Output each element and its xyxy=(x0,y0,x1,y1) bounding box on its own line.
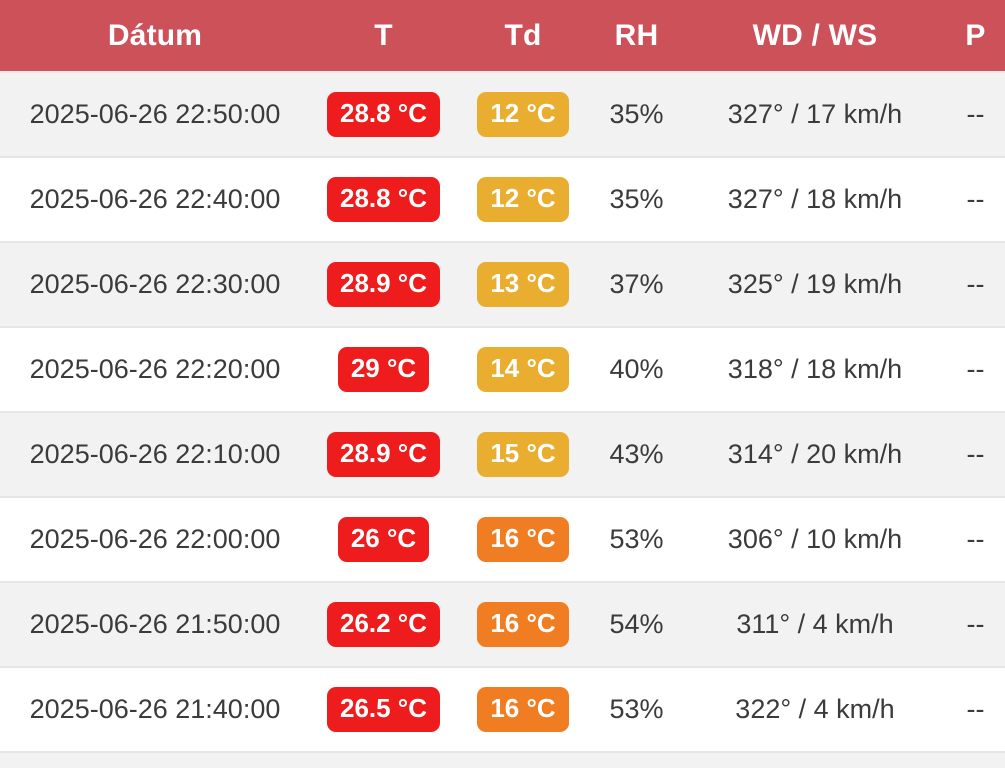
cell-clipped xyxy=(457,752,589,768)
cell-date: 2025-06-26 22:00:00 xyxy=(29,524,281,554)
cell-clipped xyxy=(589,752,684,768)
cell-date: 2025-06-26 22:40:00 xyxy=(29,184,281,214)
cell-wind: 322° / 4 km/h xyxy=(735,694,895,724)
cell-temperature-badge: 26.5 °C xyxy=(326,686,440,733)
cell-temperature: 26.2 °C xyxy=(310,582,457,667)
cell-temperature: 28.8 °C xyxy=(310,72,457,157)
column-header-date[interactable]: Dátum xyxy=(107,18,203,52)
cell-date: 2025-06-26 22:30:00 xyxy=(29,269,281,299)
cell-dewpoint-badge: 13 °C xyxy=(477,261,569,308)
cell-pressure: -- xyxy=(966,609,985,639)
cell-clipped xyxy=(684,752,946,768)
table-body: 2025-06-26 22:50:00 28.8 °C 12 °C 35% 327° /… xyxy=(0,72,1005,768)
cell-dewpoint-badge: 16 °C xyxy=(477,516,569,563)
cell-temperature: 29 °C xyxy=(310,327,457,412)
cell-dewpoint: 16 °C xyxy=(457,667,589,752)
cell-temperature-badge: 29 °C xyxy=(337,346,430,393)
cell-pressure: -- xyxy=(966,354,985,384)
table-row[interactable]: 2025-06-26 21:50:00 26.2 °C 16 °C 54% 311° /… xyxy=(0,582,1005,667)
cell-dewpoint: 13 °C xyxy=(457,242,589,327)
cell-clipped xyxy=(310,752,457,768)
cell-temperature-badge: 28.8 °C xyxy=(326,91,440,138)
cell-humidity: 37% xyxy=(609,269,664,299)
cell-pressure: -- xyxy=(966,439,985,469)
cell-humidity: 35% xyxy=(609,99,664,129)
cell-temperature-badge: 28.9 °C xyxy=(326,261,440,308)
cell-wind: 327° / 18 km/h xyxy=(727,184,903,214)
cell-clipped xyxy=(0,752,310,768)
cell-temperature: 28.9 °C xyxy=(310,412,457,497)
cell-temperature: 26 °C xyxy=(310,497,457,582)
cell-temperature: 28.9 °C xyxy=(310,242,457,327)
cell-pressure: -- xyxy=(966,694,985,724)
column-header-pressure[interactable]: P xyxy=(965,18,986,52)
cell-temperature: 28.8 °C xyxy=(310,157,457,242)
cell-humidity: 43% xyxy=(609,439,664,469)
cell-dewpoint-badge: 14 °C xyxy=(477,346,569,393)
cell-dewpoint: 16 °C xyxy=(457,497,589,582)
column-header-temperature[interactable]: T xyxy=(374,18,393,52)
cell-date: 2025-06-26 22:20:00 xyxy=(29,354,281,384)
cell-humidity: 54% xyxy=(609,609,664,639)
cell-temperature: 26.5 °C xyxy=(310,667,457,752)
table-row[interactable]: 2025-06-26 21:40:00 26.5 °C 16 °C 53% 322° /… xyxy=(0,667,1005,752)
table-row[interactable]: 2025-06-26 22:40:00 28.8 °C 12 °C 35% 327° /… xyxy=(0,157,1005,242)
table-row[interactable]: 2025-06-26 22:00:00 26 °C 16 °C 53% 306° / 1… xyxy=(0,497,1005,582)
cell-date: 2025-06-26 21:50:00 xyxy=(29,609,281,639)
table-row[interactable]: 2025-06-26 22:50:00 28.8 °C 12 °C 35% 327° /… xyxy=(0,72,1005,157)
cell-dewpoint-badge: 16 °C xyxy=(477,686,569,733)
cell-wind: 311° / 4 km/h xyxy=(736,609,894,639)
cell-dewpoint: 16 °C xyxy=(457,582,589,667)
cell-humidity: 53% xyxy=(609,694,664,724)
cell-dewpoint: 15 °C xyxy=(457,412,589,497)
cell-humidity: 40% xyxy=(609,354,664,384)
cell-temperature-badge: 26.2 °C xyxy=(326,601,440,648)
table-header-row: Dátum T Td RH WD / WS P xyxy=(0,0,1005,72)
table-row[interactable]: 2025-06-26 22:30:00 28.9 °C 13 °C 37% 325° /… xyxy=(0,242,1005,327)
cell-dewpoint-badge: 12 °C xyxy=(477,176,569,223)
cell-date: 2025-06-26 22:50:00 xyxy=(29,99,281,129)
cell-dewpoint: 14 °C xyxy=(457,327,589,412)
cell-dewpoint-badge: 15 °C xyxy=(477,431,569,478)
cell-dewpoint: 12 °C xyxy=(457,72,589,157)
cell-pressure: -- xyxy=(966,269,985,299)
cell-temperature-badge: 28.8 °C xyxy=(326,176,440,223)
table-row[interactable]: 2025-06-26 22:10:00 28.9 °C 15 °C 43% 314° /… xyxy=(0,412,1005,497)
column-header-wind[interactable]: WD / WS xyxy=(752,18,878,52)
cell-wind: 306° / 10 km/h xyxy=(727,524,903,554)
cell-temperature-badge: 26 °C xyxy=(337,516,430,563)
table-header: Dátum T Td RH WD / WS P xyxy=(0,0,1005,72)
column-header-humidity[interactable]: RH xyxy=(614,18,659,52)
cell-humidity: 53% xyxy=(609,524,664,554)
cell-pressure: -- xyxy=(966,184,985,214)
cell-pressure: -- xyxy=(966,524,985,554)
cell-wind: 327° / 17 km/h xyxy=(727,99,903,129)
column-header-dewpoint[interactable]: Td xyxy=(504,18,542,52)
cell-date: 2025-06-26 22:10:00 xyxy=(29,439,281,469)
cell-wind: 314° / 20 km/h xyxy=(727,439,903,469)
cell-wind: 325° / 19 km/h xyxy=(727,269,903,299)
table-row[interactable]: 2025-06-26 22:20:00 29 °C 14 °C 40% 318° / 1… xyxy=(0,327,1005,412)
cell-humidity: 35% xyxy=(609,184,664,214)
cell-pressure: -- xyxy=(966,99,985,129)
cell-dewpoint-badge: 16 °C xyxy=(477,601,569,648)
cell-clipped xyxy=(946,752,1005,768)
table-row[interactable] xyxy=(0,752,1005,768)
cell-dewpoint: 12 °C xyxy=(457,157,589,242)
cell-date: 2025-06-26 21:40:00 xyxy=(29,694,281,724)
cell-temperature-badge: 28.9 °C xyxy=(326,431,440,478)
cell-dewpoint-badge: 12 °C xyxy=(477,91,569,138)
cell-wind: 318° / 18 km/h xyxy=(727,354,903,384)
